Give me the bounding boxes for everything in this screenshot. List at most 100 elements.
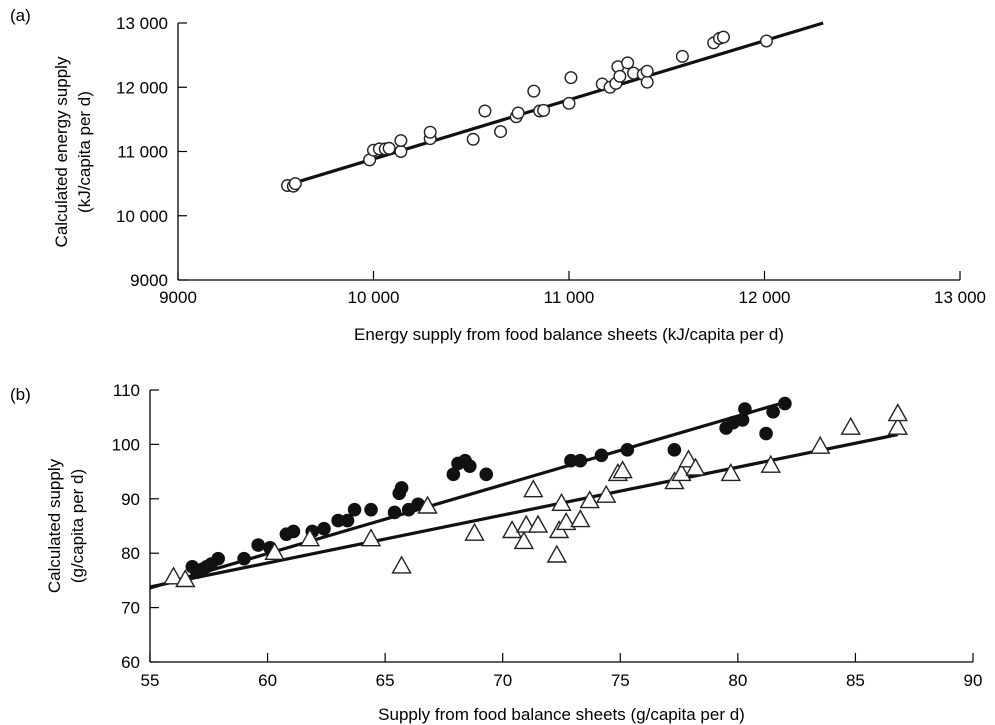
- panel-label: (b): [10, 385, 31, 404]
- x-tick-label: 65: [376, 671, 395, 690]
- regression-line: [149, 402, 781, 590]
- y-tick-label: 90: [121, 490, 140, 509]
- data-point: [417, 495, 438, 514]
- data-point: [523, 479, 544, 498]
- data-point: [394, 481, 409, 495]
- data-point: [464, 522, 485, 541]
- data-point: [466, 132, 480, 146]
- data-point: [501, 520, 523, 539]
- data-point: [387, 505, 402, 520]
- data-point: [810, 435, 831, 454]
- data-point: [570, 509, 591, 528]
- data-point: [778, 396, 792, 411]
- x-tick-label: 13 000: [934, 288, 986, 307]
- y-axis-title-line: Calculated supply: [45, 458, 64, 593]
- data-point: [478, 104, 492, 118]
- y-tick-label: 13 000: [116, 14, 168, 33]
- data-point: [612, 460, 633, 479]
- chart-panel-a: (a) 9000 10 000 11 000 12 000 13 000 9000 10 00…: [10, 6, 986, 344]
- y-axis-title-line: (g/capita per d): [68, 469, 87, 583]
- data-point: [288, 177, 302, 191]
- regression-line: [287, 21, 824, 187]
- data-point: [594, 448, 609, 463]
- data-point: [537, 103, 551, 117]
- data-point: [621, 56, 635, 70]
- data-point: [596, 484, 617, 503]
- data-point: [573, 453, 588, 468]
- x-tick-label: 70: [493, 671, 512, 690]
- x-tick-label: 10 000: [348, 288, 400, 307]
- x-tick-label: 11 000: [544, 288, 595, 307]
- data-point: [175, 569, 196, 588]
- data-point: [237, 551, 251, 566]
- y-tick-label: 70: [121, 599, 140, 618]
- data-point: [382, 141, 396, 155]
- data-point: [564, 71, 578, 85]
- data-point: [163, 566, 184, 585]
- data-point: [766, 404, 780, 419]
- data-point: [562, 96, 576, 110]
- data-point: [840, 416, 861, 435]
- y-tick-label: 9000: [130, 271, 168, 290]
- data-point: [513, 530, 535, 550]
- data-point: [671, 462, 692, 482]
- chart-panel-b: (b)55 60 65 70 75 80 85 9060708090100110Supply …: [10, 381, 982, 724]
- data-point: [620, 443, 635, 457]
- data-point: [887, 416, 908, 435]
- data-point: [527, 514, 549, 533]
- y-tick-label: 60: [121, 653, 140, 672]
- x-tick-label: 60: [258, 671, 277, 690]
- data-point: [462, 459, 477, 473]
- data-point: [317, 521, 331, 536]
- data-point: [556, 511, 577, 531]
- data-point: [579, 490, 600, 509]
- data-point: [360, 528, 382, 547]
- data-point: [738, 402, 752, 416]
- data-point: [685, 457, 706, 476]
- data-point: [760, 454, 781, 473]
- data-point: [364, 502, 378, 517]
- data-point: [716, 30, 730, 44]
- data-point: [347, 502, 362, 517]
- x-tick-label: 85: [846, 671, 865, 690]
- y-tick-label: 11 000: [117, 143, 168, 162]
- x-tick-label: 55: [141, 671, 160, 690]
- panel-label: (a): [10, 6, 31, 25]
- x-tick-label: 80: [728, 671, 747, 690]
- x-axis-title: Energy supply from food balance sheets (…: [354, 325, 784, 344]
- data-point: [251, 538, 265, 552]
- data-point: [264, 541, 285, 560]
- data-point: [340, 513, 355, 528]
- y-axis-title-line: Calculated energy supply: [52, 56, 71, 247]
- data-point: [720, 462, 741, 482]
- data-point: [494, 125, 508, 139]
- y-tick-label: 10 000: [116, 207, 168, 226]
- data-point: [299, 528, 321, 547]
- data-point: [479, 467, 494, 482]
- y-axis-title-line: (kJ/capita per d): [75, 91, 94, 213]
- data-point: [887, 403, 908, 422]
- regression-line: [149, 433, 899, 589]
- data-point: [667, 443, 682, 457]
- y-tick-label: 110: [113, 381, 140, 400]
- data-point: [394, 144, 408, 158]
- data-point: [394, 134, 408, 148]
- data-point: [759, 426, 773, 441]
- data-point: [423, 125, 437, 139]
- data-point: [640, 75, 654, 89]
- data-point: [211, 551, 225, 566]
- data-point: [527, 84, 541, 98]
- data-point: [551, 492, 572, 511]
- x-tick-label: 12 000: [739, 288, 791, 307]
- x-axis-title: Supply from food balance sheets (g/capit…: [378, 705, 745, 724]
- data-point: [391, 555, 412, 574]
- data-point: [759, 34, 773, 48]
- x-tick-label: 90: [964, 671, 983, 690]
- data-point: [613, 69, 627, 83]
- data-point: [546, 544, 567, 563]
- data-point: [675, 49, 689, 63]
- data-point: [286, 524, 301, 539]
- y-tick-label: 12 000: [116, 78, 168, 97]
- data-point: [511, 106, 525, 120]
